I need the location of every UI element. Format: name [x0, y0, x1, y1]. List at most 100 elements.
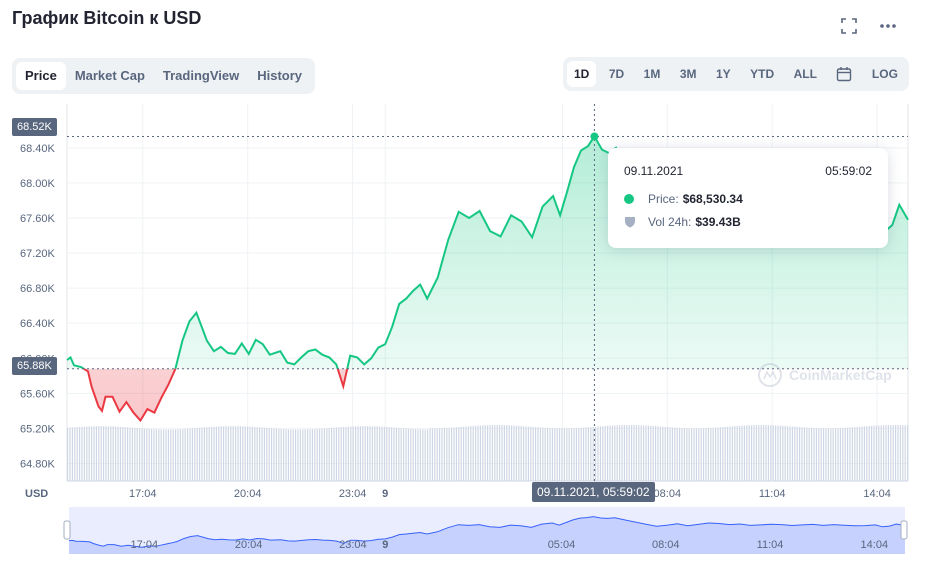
- volume-bar: [643, 425, 645, 481]
- volume-bar: [657, 426, 659, 481]
- calendar-button[interactable]: [829, 61, 859, 87]
- tab-market-cap[interactable]: Market Cap: [74, 68, 145, 83]
- range-1y[interactable]: 1Y: [715, 67, 731, 81]
- navigator-left-handle[interactable]: [63, 520, 71, 540]
- volume-bar: [494, 425, 496, 481]
- volume-bar: [251, 426, 253, 481]
- watermark-text: CoinMarketCap: [789, 367, 892, 383]
- volume-bar: [105, 426, 107, 481]
- volume-bar: [189, 428, 191, 481]
- volume-bar: [81, 426, 83, 481]
- volume-bar: [508, 425, 510, 481]
- volume-bar: [801, 427, 803, 481]
- volume-bar: [364, 426, 366, 481]
- volume-bar: [412, 428, 414, 481]
- volume-bar: [177, 429, 179, 481]
- volume-bar: [573, 428, 575, 481]
- volume-bar: [722, 427, 724, 481]
- range-1m[interactable]: 1M: [643, 67, 661, 81]
- volume-bar: [587, 427, 589, 481]
- volume-bar: [218, 426, 220, 481]
- range-3m[interactable]: 3M: [679, 67, 697, 81]
- chart-type-tabs: Price Market Cap TradingView History: [12, 58, 316, 94]
- more-icon[interactable]: [876, 14, 900, 38]
- volume-bar: [525, 426, 527, 481]
- volume-bar: [631, 425, 633, 481]
- fullscreen-icon[interactable]: [837, 14, 861, 38]
- y-tick-label: 64.80K: [20, 458, 56, 470]
- volume-bar: [609, 425, 611, 481]
- volume-bar: [165, 429, 167, 481]
- volume-bar: [743, 425, 745, 481]
- volume-bar: [698, 428, 700, 481]
- volume-bar: [129, 427, 131, 481]
- tab-price[interactable]: Price: [16, 62, 66, 90]
- volume-bar: [595, 426, 597, 481]
- volume-bar: [614, 425, 616, 481]
- volume-bar: [359, 426, 361, 481]
- volume-bar: [345, 426, 347, 481]
- volume-bar: [705, 428, 707, 481]
- volume-bar: [556, 428, 558, 481]
- x-tick-label: 17:04: [129, 488, 157, 500]
- volume-bar: [578, 427, 580, 481]
- volume-bar: [844, 427, 846, 481]
- navigator-tick-label: 17:04: [131, 539, 159, 551]
- volume-bar: [849, 427, 851, 481]
- range-7d[interactable]: 7D: [608, 67, 625, 81]
- price-chart[interactable]: 68.40K68.00K67.60K67.20K66.80K66.40K66.0…: [0, 100, 933, 567]
- range-ytd[interactable]: YTD: [750, 67, 775, 81]
- volume-bar: [158, 429, 160, 481]
- tab-history[interactable]: History: [257, 68, 303, 83]
- area-below-baseline: [67, 368, 908, 421]
- volume-bar: [739, 425, 741, 481]
- volume-bar: [547, 427, 549, 481]
- range-1d[interactable]: 1D: [567, 61, 597, 87]
- watermark-logo-glyph: [763, 370, 777, 380]
- volume-bar: [623, 425, 625, 481]
- volume-bar: [784, 425, 786, 481]
- navigator-right-handle[interactable]: [900, 520, 908, 540]
- volume-bar: [367, 426, 369, 481]
- volume-bar: [681, 428, 683, 481]
- crosshair-time-badge: 09.11.2021, 05:59:02: [532, 482, 655, 502]
- tab-tradingview[interactable]: TradingView: [162, 68, 240, 83]
- volume-bar: [710, 427, 712, 481]
- navigator-area: [69, 516, 905, 554]
- volume-bar: [470, 426, 472, 481]
- volume-bar: [796, 426, 798, 481]
- volume-bar: [357, 426, 359, 481]
- calendar-icon: [837, 67, 852, 82]
- volume-bar: [268, 428, 270, 481]
- volume-bar: [724, 426, 726, 481]
- volume-bar: [652, 425, 654, 481]
- tooltip-date: 09.11.2021: [624, 164, 684, 178]
- volume-bar: [856, 426, 858, 481]
- volume-bar: [731, 426, 733, 481]
- range-log[interactable]: LOG: [871, 67, 898, 81]
- volume-bar: [261, 427, 263, 481]
- volume-bar: [676, 427, 678, 481]
- volume-bar: [242, 426, 244, 481]
- volume-bar: [890, 425, 892, 481]
- volume-bar: [482, 425, 484, 481]
- volume-bar: [895, 425, 897, 481]
- volume-bar: [86, 426, 88, 481]
- volume-bar: [285, 429, 287, 481]
- volume-bar: [537, 427, 539, 481]
- volume-bar: [208, 427, 210, 481]
- volume-bar: [885, 425, 887, 481]
- volume-bar: [561, 428, 563, 481]
- range-all[interactable]: ALL: [793, 67, 817, 81]
- volume-bar: [590, 427, 592, 481]
- volume-bar: [621, 425, 623, 481]
- volume-bar: [789, 426, 791, 481]
- volume-bar: [278, 428, 280, 481]
- volume-bar: [875, 425, 877, 481]
- volume-bar: [74, 427, 76, 481]
- highlight-point: [590, 132, 599, 141]
- volume-bar: [319, 428, 321, 481]
- volume-bar: [201, 427, 203, 481]
- volume-bar: [271, 428, 273, 481]
- volume-bar: [851, 427, 853, 481]
